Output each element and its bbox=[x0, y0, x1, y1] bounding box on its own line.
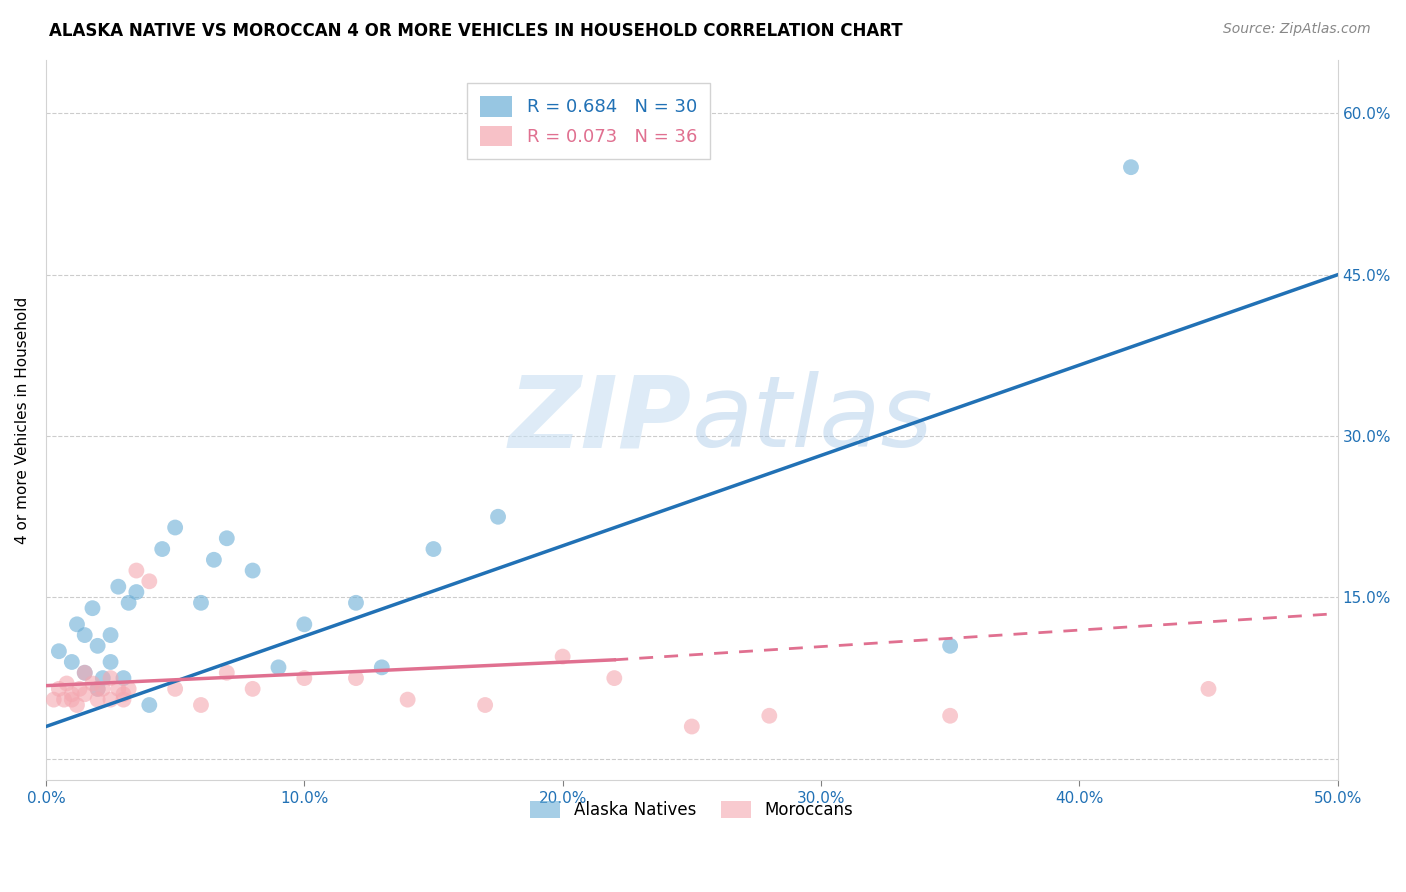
Point bbox=[86, 681, 108, 696]
Point bbox=[371, 660, 394, 674]
Point bbox=[202, 553, 225, 567]
Point bbox=[190, 596, 212, 610]
Point bbox=[1119, 160, 1142, 174]
Point bbox=[91, 671, 114, 685]
Point bbox=[112, 687, 135, 701]
Point bbox=[73, 665, 96, 680]
Legend: Alaska Natives, Moroccans: Alaska Natives, Moroccans bbox=[524, 795, 860, 826]
Point bbox=[138, 574, 160, 589]
Point bbox=[100, 692, 122, 706]
Point bbox=[53, 692, 76, 706]
Text: Source: ZipAtlas.com: Source: ZipAtlas.com bbox=[1223, 22, 1371, 37]
Point bbox=[267, 660, 290, 674]
Point bbox=[112, 671, 135, 685]
Point bbox=[107, 681, 129, 696]
Point bbox=[91, 681, 114, 696]
Point bbox=[82, 601, 104, 615]
Point bbox=[939, 708, 962, 723]
Point bbox=[292, 671, 315, 685]
Point bbox=[1198, 681, 1220, 696]
Point bbox=[292, 617, 315, 632]
Point bbox=[117, 681, 139, 696]
Point bbox=[73, 628, 96, 642]
Point bbox=[86, 692, 108, 706]
Point bbox=[138, 698, 160, 712]
Point bbox=[66, 698, 89, 712]
Text: ZIP: ZIP bbox=[509, 371, 692, 468]
Point bbox=[60, 692, 83, 706]
Point bbox=[150, 542, 173, 557]
Point bbox=[100, 655, 122, 669]
Point bbox=[86, 639, 108, 653]
Point bbox=[73, 665, 96, 680]
Point bbox=[758, 708, 780, 723]
Point bbox=[603, 671, 626, 685]
Point bbox=[117, 596, 139, 610]
Point bbox=[107, 580, 129, 594]
Point bbox=[396, 692, 419, 706]
Point bbox=[486, 509, 509, 524]
Point bbox=[86, 681, 108, 696]
Text: ALASKA NATIVE VS MOROCCAN 4 OR MORE VEHICLES IN HOUSEHOLD CORRELATION CHART: ALASKA NATIVE VS MOROCCAN 4 OR MORE VEHI… bbox=[49, 22, 903, 40]
Point bbox=[215, 531, 238, 545]
Point bbox=[60, 655, 83, 669]
Point bbox=[69, 681, 91, 696]
Point bbox=[165, 681, 187, 696]
Point bbox=[100, 628, 122, 642]
Point bbox=[190, 698, 212, 712]
Point bbox=[112, 692, 135, 706]
Text: atlas: atlas bbox=[692, 371, 934, 468]
Point bbox=[939, 639, 962, 653]
Point bbox=[474, 698, 496, 712]
Point bbox=[48, 644, 70, 658]
Point bbox=[73, 687, 96, 701]
Point bbox=[100, 671, 122, 685]
Point bbox=[242, 564, 264, 578]
Point bbox=[48, 681, 70, 696]
Point bbox=[422, 542, 444, 557]
Point bbox=[215, 665, 238, 680]
Point bbox=[125, 564, 148, 578]
Point bbox=[344, 671, 367, 685]
Point bbox=[42, 692, 65, 706]
Point bbox=[165, 520, 187, 534]
Y-axis label: 4 or more Vehicles in Household: 4 or more Vehicles in Household bbox=[15, 296, 30, 543]
Point bbox=[681, 719, 703, 733]
Point bbox=[551, 649, 574, 664]
Point bbox=[125, 585, 148, 599]
Point bbox=[242, 681, 264, 696]
Point bbox=[344, 596, 367, 610]
Point bbox=[82, 676, 104, 690]
Point bbox=[60, 687, 83, 701]
Point bbox=[66, 617, 89, 632]
Point bbox=[55, 676, 77, 690]
